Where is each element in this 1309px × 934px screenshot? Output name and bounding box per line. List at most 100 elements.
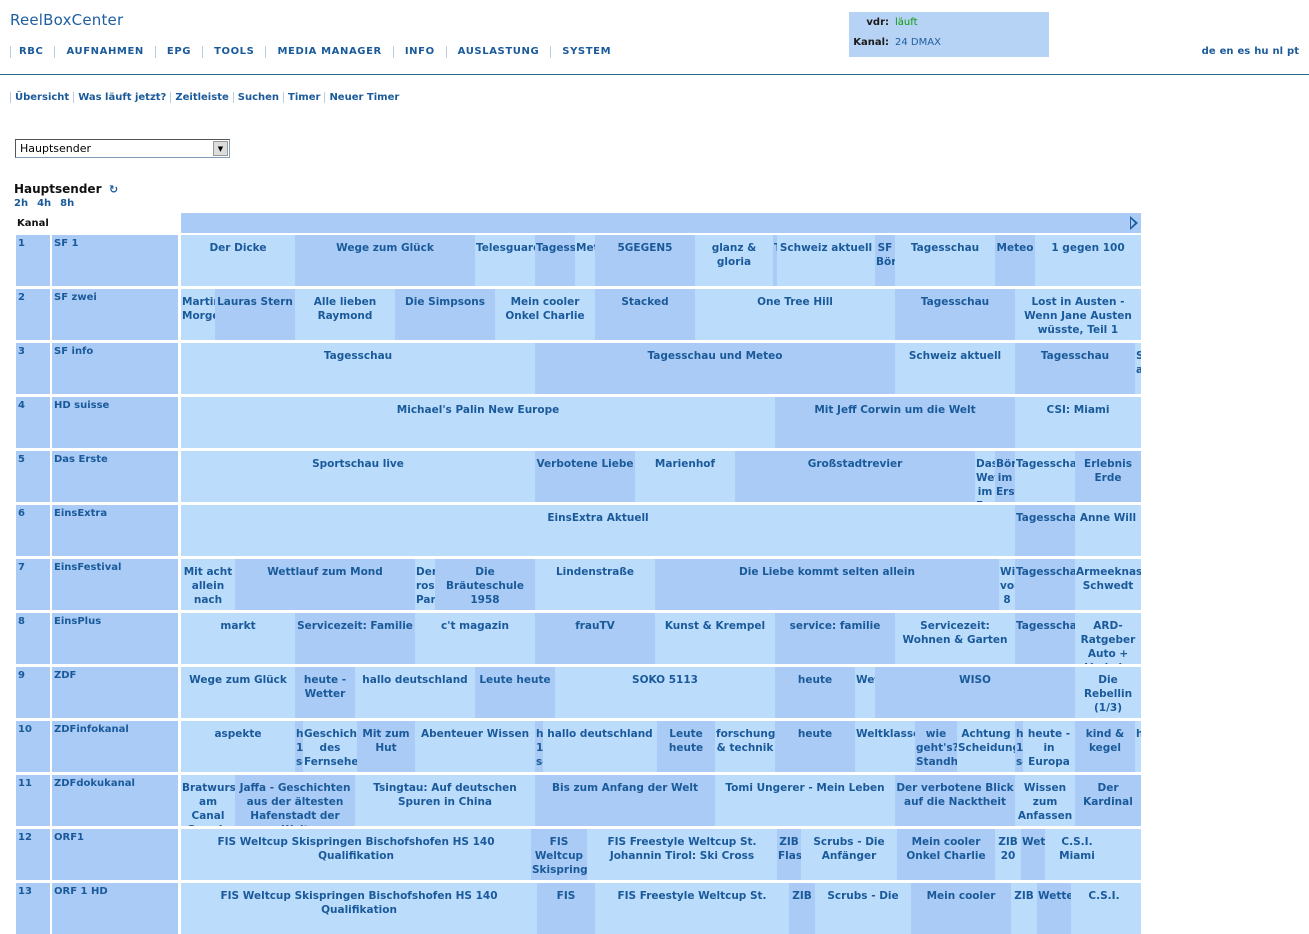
sub-nav-item-3[interactable]: Suchen	[232, 92, 283, 103]
program-cell[interactable]: Mit Jeff Corwin um die Welt	[775, 397, 1015, 448]
nav-item-auslastung[interactable]: AUSLASTUNG	[445, 46, 551, 58]
sub-nav-item-4[interactable]: Timer	[283, 92, 324, 103]
program-cell[interactable]: Achtung Scheidung	[957, 721, 1015, 772]
program-cell[interactable]: C.S.I.	[1071, 883, 1137, 934]
program-cell[interactable]: Wetter	[1021, 829, 1045, 880]
program-cell[interactable]: Wetter	[1037, 883, 1071, 934]
program-cell[interactable]: Anne Will	[1075, 505, 1141, 556]
program-cell[interactable]: hallo deutschland	[355, 667, 475, 718]
program-cell[interactable]: Tagesschau und Meteo	[535, 343, 895, 394]
program-cell[interactable]: Geschichte des Fernsehens	[303, 721, 357, 772]
program-cell[interactable]: FIS Weltcup Skispringen Bischofshofen HS…	[181, 883, 537, 934]
program-cell[interactable]: Mein cooler	[911, 883, 1011, 934]
program-cell[interactable]: Tsingtau: Auf deutschen Spuren in China	[355, 775, 535, 826]
program-cell[interactable]: Der Dicke	[181, 235, 295, 286]
sub-nav-item-0[interactable]: Übersicht	[10, 92, 73, 103]
next-arrow-icon[interactable]	[1130, 216, 1138, 230]
channel-name[interactable]: SF 1	[52, 235, 178, 286]
program-cell[interactable]: glanz & gloria	[695, 235, 773, 286]
program-cell[interactable]: Die Rebellin (1/3)	[1075, 667, 1141, 718]
program-cell[interactable]: Weltklasse	[855, 721, 915, 772]
program-cell[interactable]: Die Bräuteschule 1958	[435, 559, 535, 610]
program-cell[interactable]: Sportschau live	[181, 451, 535, 502]
program-cell[interactable]: Schweiz aktuell	[895, 343, 1015, 394]
refresh-icon[interactable]: ↻	[109, 183, 119, 196]
program-cell[interactable]: Kunst & Krempel	[655, 613, 775, 664]
program-cell[interactable]: c't magazin	[415, 613, 535, 664]
time-range-8h[interactable]: 8h	[60, 198, 75, 209]
program-cell[interactable]: service: familie	[775, 613, 895, 664]
program-cell[interactable]: kind & kegel	[1075, 721, 1135, 772]
channel-name[interactable]: EinsFestival	[52, 559, 178, 610]
time-range-2h[interactable]: 2h	[14, 198, 29, 209]
program-cell[interactable]: Jaffa - Geschichten aus der ältesten Haf…	[235, 775, 355, 826]
program-cell[interactable]: Servicezeit: Familie	[295, 613, 415, 664]
program-cell[interactable]: Alle lieben Raymond	[295, 289, 395, 340]
program-cell[interactable]: Tagesschau	[1015, 559, 1075, 610]
channel-name[interactable]: SF info	[52, 343, 178, 394]
program-cell[interactable]: Meteo	[575, 235, 595, 286]
program-cell[interactable]: Wissen zum Anfassen	[1015, 775, 1075, 826]
program-cell[interactable]: Die Simpsons	[395, 289, 495, 340]
chevron-down-icon[interactable]: ▼	[213, 141, 228, 156]
program-cell[interactable]: Stacked	[595, 289, 695, 340]
program-cell[interactable]: EinsExtra Aktuell	[181, 505, 1015, 556]
program-cell[interactable]: Telesguard	[475, 235, 535, 286]
program-cell[interactable]: markt	[181, 613, 295, 664]
nav-item-info[interactable]: INFO	[392, 46, 446, 58]
time-range-4h[interactable]: 4h	[37, 198, 52, 209]
program-cell[interactable]: Tagesschau	[1015, 343, 1135, 394]
program-cell[interactable]: Marienhof	[635, 451, 735, 502]
program-cell[interactable]: Der rosarote Panther	[415, 559, 435, 610]
program-cell[interactable]: CSI: Miami	[1015, 397, 1141, 448]
program-cell[interactable]: Lost in Austen - Wenn Jane Austen wüsste…	[1015, 289, 1141, 340]
language-pt[interactable]: pt	[1287, 46, 1299, 57]
channel-group-select[interactable]: Hauptsender ▼	[15, 139, 230, 158]
nav-item-tools[interactable]: TOOLS	[202, 46, 265, 58]
nav-item-rbc[interactable]: RBC	[10, 46, 54, 58]
program-cell[interactable]: Börse im Ersten	[995, 451, 1015, 502]
program-cell[interactable]: Der verbotene Blick auf die Nacktheit	[895, 775, 1015, 826]
program-cell[interactable]: FIS Freestyle Weltcup St.	[595, 883, 789, 934]
language-es[interactable]: es	[1237, 46, 1251, 57]
program-cell[interactable]: 1 gegen 100	[1035, 235, 1141, 286]
nav-item-media-manager[interactable]: MEDIA MANAGER	[265, 46, 392, 58]
program-cell[interactable]: Tomi Ungerer - Mein Leben	[715, 775, 895, 826]
program-cell[interactable]: ZIB	[1011, 883, 1037, 934]
language-nl[interactable]: nl	[1272, 46, 1284, 57]
channel-name[interactable]: EinsExtra	[52, 505, 178, 556]
channel-name[interactable]: ZDFinfokanal	[52, 721, 178, 772]
program-cell[interactable]: ZIB Flash	[777, 829, 801, 880]
program-cell[interactable]: Tagesschau	[895, 235, 995, 286]
program-cell[interactable]: One Tree Hill	[695, 289, 895, 340]
program-cell[interactable]: Erlebnis Erde	[1075, 451, 1141, 502]
program-cell[interactable]: Tagesschau	[773, 235, 777, 286]
program-cell[interactable]: hallo deutschland	[543, 721, 657, 772]
program-cell[interactable]: Meteo	[995, 235, 1035, 286]
sub-nav-item-1[interactable]: Was läuft jetzt?	[73, 92, 170, 103]
program-cell[interactable]: Mein cooler Onkel Charlie	[897, 829, 995, 880]
program-cell[interactable]: frauTV	[535, 613, 655, 664]
program-cell[interactable]: heute 100 sec	[295, 721, 303, 772]
program-cell[interactable]: Wissen vor 8	[999, 559, 1015, 610]
program-cell[interactable]: heute	[1135, 721, 1141, 772]
program-cell[interactable]: ZIB 20	[995, 829, 1021, 880]
nav-item-epg[interactable]: EPG	[154, 46, 202, 58]
program-cell[interactable]: Scrubs - Die Anfänger	[801, 829, 897, 880]
program-cell[interactable]: Schweiz aktuell	[777, 235, 875, 286]
program-cell[interactable]: Martina Morgen	[181, 289, 215, 340]
program-cell[interactable]: Tagesschau	[535, 235, 575, 286]
program-cell[interactable]: Abenteuer Wissen	[415, 721, 535, 772]
program-cell[interactable]: FIS Weltcup Skispringen Bischofshofen HS…	[181, 829, 531, 880]
program-cell[interactable]: heute	[775, 721, 855, 772]
program-cell[interactable]: aspekte	[181, 721, 295, 772]
program-cell[interactable]: FIS	[537, 883, 595, 934]
channel-name[interactable]: ZDF	[52, 667, 178, 718]
program-cell[interactable]: Großstadtrevier	[735, 451, 975, 502]
program-cell[interactable]: Tagesschau	[181, 343, 535, 394]
program-cell[interactable]: Wege zum Glück	[181, 667, 295, 718]
app-logo[interactable]: ReelBoxCenter	[10, 11, 124, 29]
program-cell[interactable]: Wettlauf zum Mond	[235, 559, 415, 610]
program-cell[interactable]: Mit acht allein nach	[181, 559, 235, 610]
program-cell[interactable]: Das Wetter im Ersten	[975, 451, 995, 502]
